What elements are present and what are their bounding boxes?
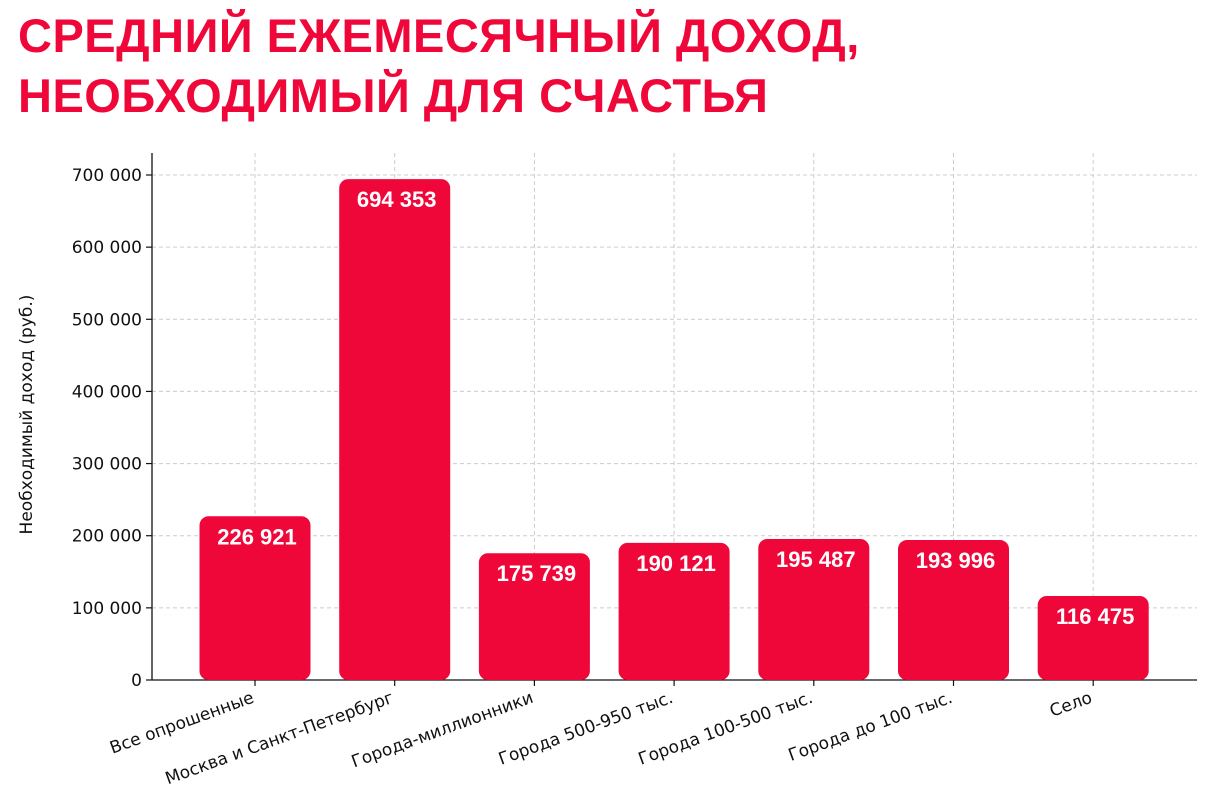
bar	[478, 553, 590, 680]
bar	[1037, 595, 1149, 680]
bar-value-label: 226 921	[217, 524, 297, 549]
bar-value-label: 694 353	[357, 187, 437, 212]
y-tick-label: 400 000	[72, 382, 142, 402]
bar-value-label: 116 475	[1056, 604, 1134, 629]
bar-value-label: 190 121	[636, 551, 716, 576]
y-tick-label: 300 000	[72, 455, 142, 475]
chart-title: СРЕДНИЙ ЕЖЕМЕСЯЧНЫЙ ДОХОД, НЕОБХОДИМЫЙ Д…	[18, 9, 860, 122]
bar	[618, 542, 730, 680]
y-tick-label: 700 000	[72, 166, 142, 186]
bar	[339, 179, 451, 680]
y-tick-label: 600 000	[72, 238, 142, 258]
bar	[898, 540, 1009, 680]
bar	[199, 516, 311, 680]
bar-value-label: 193 996	[916, 548, 996, 573]
y-tick-label: 100 000	[72, 599, 142, 619]
bar	[758, 538, 870, 680]
y-axis-label: Необходимый доход (руб.)	[17, 295, 37, 535]
y-tick-label: 200 000	[72, 527, 142, 547]
y-tick-label: 500 000	[72, 310, 142, 330]
bar-value-label: 195 487	[776, 547, 856, 572]
y-tick-label: 0	[131, 671, 142, 691]
bar-value-label: 175 739	[497, 561, 577, 586]
x-tick-label: Село	[1047, 688, 1095, 722]
x-tick-label: Москва и Санкт-Петербург	[163, 688, 397, 789]
